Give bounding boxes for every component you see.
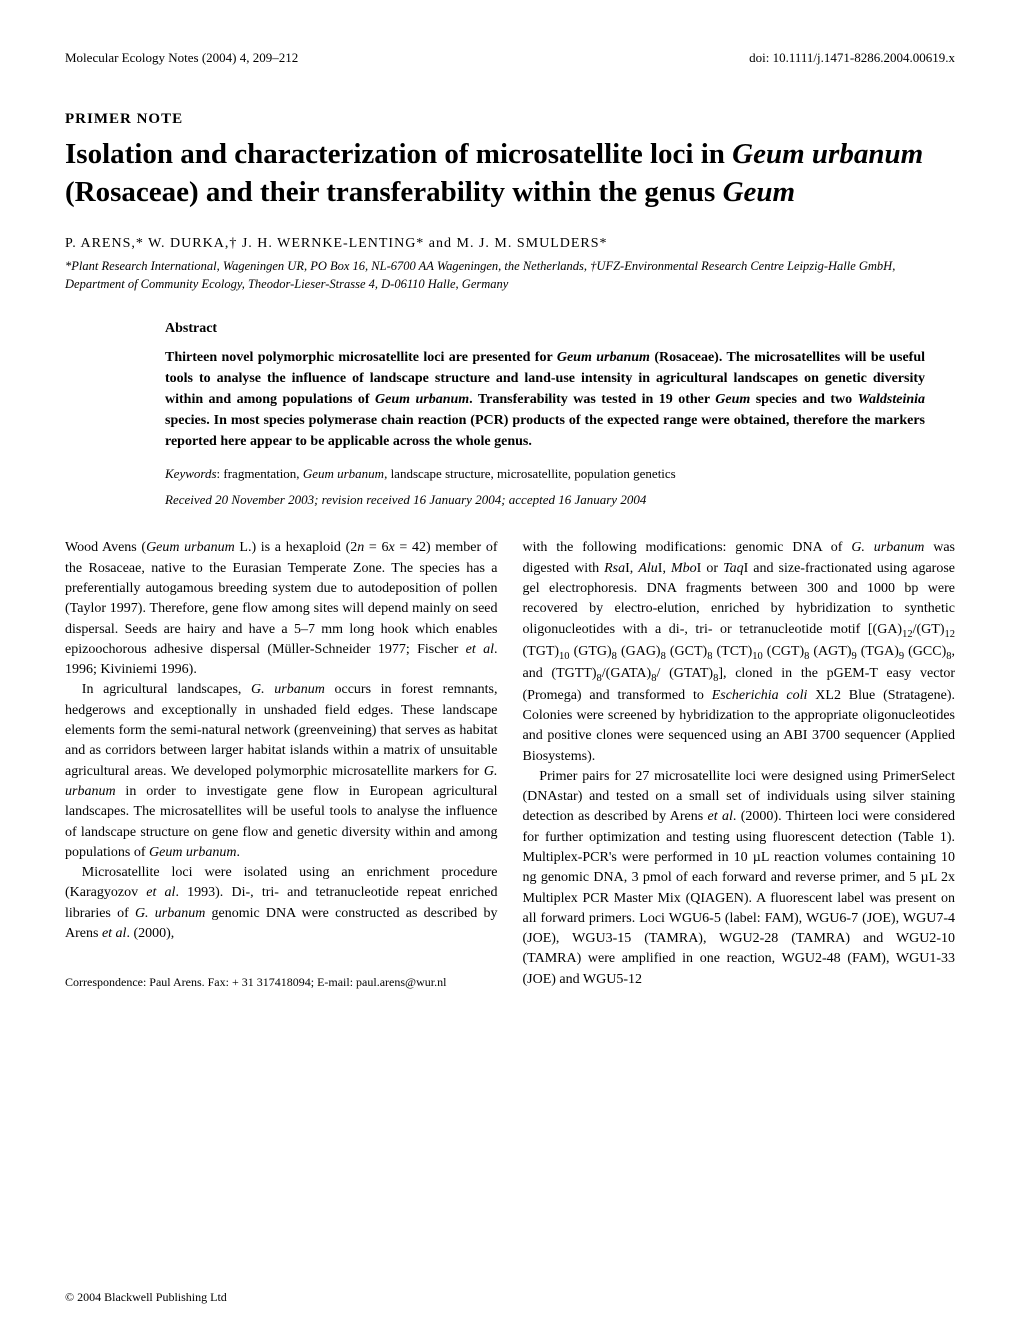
right-column: with the following modifications: genomi… xyxy=(523,538,956,991)
article-title: Isolation and characterization of micros… xyxy=(65,136,955,211)
abstract-body: Thirteen novel polymorphic microsatellit… xyxy=(165,347,925,452)
left-column: Wood Avens (Geum urbanum L.) is a hexapl… xyxy=(65,538,498,991)
copyright-footer: © 2004 Blackwell Publishing Ltd xyxy=(65,1290,227,1305)
body-para-l3: Microsatellite loci were isolated using … xyxy=(65,863,498,944)
received-line: Received 20 November 2003; revision rece… xyxy=(165,492,925,508)
authors: P. ARENS,* W. DURKA,† J. H. WERNKE-LENTI… xyxy=(65,236,955,252)
keywords-label: Keywords xyxy=(165,466,217,481)
abstract-heading: Abstract xyxy=(165,321,925,337)
body-para-r2: Primer pairs for 27 microsatellite loci … xyxy=(523,767,956,990)
title-part-2-italic: Geum urbanum xyxy=(732,138,923,170)
keywords-line: Keywords: fragmentation, Geum urbanum, l… xyxy=(165,466,925,482)
affiliations: *Plant Research International, Wageninge… xyxy=(65,258,955,293)
body-para-l1: Wood Avens (Geum urbanum L.) is a hexapl… xyxy=(65,538,498,680)
journal-citation: Molecular Ecology Notes (2004) 4, 209–21… xyxy=(65,50,298,66)
doi: doi: 10.1111/j.1471-8286.2004.00619.x xyxy=(749,50,955,66)
title-part-4-italic: Geum xyxy=(723,176,796,208)
body-columns: Wood Avens (Geum urbanum L.) is a hexapl… xyxy=(65,538,955,991)
body-para-r1: with the following modifications: genomi… xyxy=(523,538,956,766)
title-part-3: (Rosaceae) and their transferability wit… xyxy=(65,176,723,208)
title-part-1: Isolation and characterization of micros… xyxy=(65,138,732,170)
header-line: Molecular Ecology Notes (2004) 4, 209–21… xyxy=(65,50,955,66)
body-para-l2: In agricultural landscapes, G. urbanum o… xyxy=(65,680,498,863)
note-type: PRIMER NOTE xyxy=(65,111,955,128)
abstract-section: Abstract Thirteen novel polymorphic micr… xyxy=(165,321,925,508)
correspondence: Correspondence: Paul Arens. Fax: + 31 31… xyxy=(65,974,498,991)
keywords-content: : fragmentation, Geum urbanum, landscape… xyxy=(217,466,676,481)
page: Molecular Ecology Notes (2004) 4, 209–21… xyxy=(0,0,1020,1340)
